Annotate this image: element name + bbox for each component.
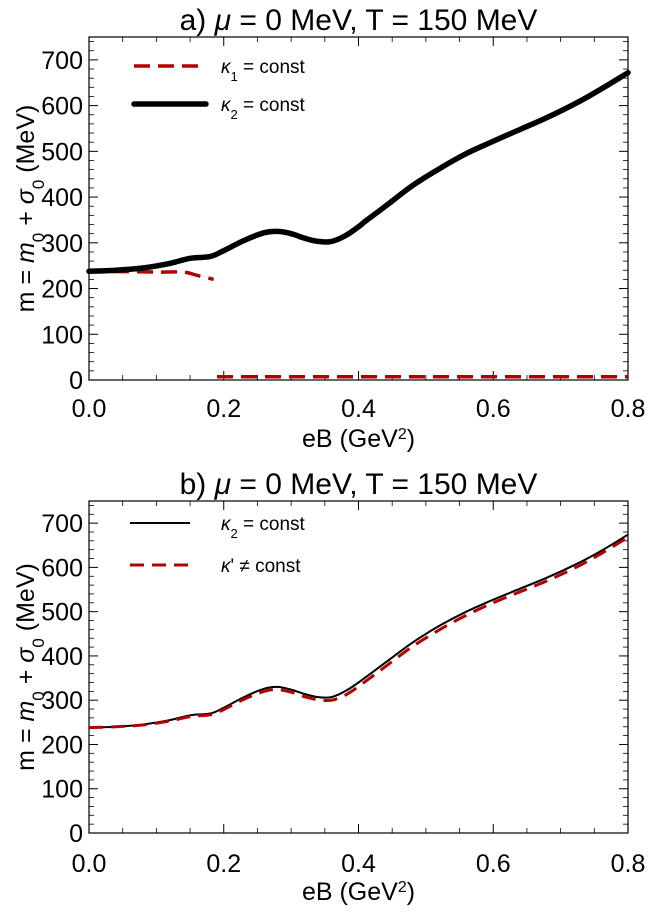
x-tick-label: 0.6 (476, 850, 511, 878)
y-tick-label: 600 (41, 93, 83, 121)
legend-kappa: κ (221, 57, 232, 78)
y-tick-label: 500 (41, 138, 83, 166)
y-tick-label: 400 (41, 643, 83, 671)
title-rest: = 0 MeV, T = 150 MeV (231, 4, 537, 37)
y-axis-label: m = m0 + σ0 (MeV) (12, 563, 48, 771)
x-label-close: ) (407, 878, 415, 906)
y-label-unit: (MeV) (12, 105, 40, 180)
x-tick-label: 0.8 (611, 850, 646, 878)
y-tick-label: 300 (41, 687, 83, 715)
plot-frame (88, 36, 629, 381)
title-mu: μ (214, 468, 231, 501)
y-label-prefix: m = (12, 263, 40, 312)
x-label-close: ) (407, 425, 415, 453)
title-prefix: b) (180, 468, 215, 501)
x-label-main: eB (GeV (302, 878, 398, 906)
x-tick-label: 0.4 (341, 850, 376, 878)
series-line-2 (88, 536, 629, 730)
y-label-plus: + (12, 204, 40, 233)
y-label-sigma: σ (12, 647, 40, 663)
y-tick-label: 700 (41, 510, 83, 538)
y-label-sigma: σ (12, 188, 40, 204)
y-tick-label: 400 (41, 184, 83, 212)
legend-label-1: κ2 = const (221, 514, 306, 541)
legend-label-1: κ1 = const (221, 57, 306, 84)
y-label-sub: 0 (29, 691, 48, 700)
x-tick-label: 0.0 (72, 850, 107, 878)
x-tick-label: 0.2 (206, 850, 241, 878)
series-line-1 (88, 533, 629, 729)
legend-kappa: κ (221, 95, 232, 116)
y-tick-label: 600 (41, 554, 83, 582)
x-label-sup: 2 (398, 879, 407, 896)
y-tick-label: 100 (41, 776, 83, 804)
legend-rest: ' ≠ const (231, 556, 302, 577)
legend-kappa: κ (221, 556, 232, 577)
legend-label-2: κ' ≠ const (221, 556, 301, 577)
title-prefix: a) (180, 4, 215, 37)
x-tick-label: 0.4 (341, 395, 376, 423)
y-tick-label: 0 (69, 367, 83, 395)
y-tick-label: 100 (41, 321, 83, 349)
y-label-sub: 0 (29, 180, 48, 189)
y-tick-label: 0 (69, 820, 83, 848)
legend-sub: 2 (231, 526, 238, 541)
y-axis-label: m = m0 + σ0 (MeV) (12, 105, 48, 313)
x-tick-label: 0.6 (476, 395, 511, 423)
chart-panel-b: 0.0 0.2 0.4 0.6 0.80100200300400500600700b) … (12, 468, 645, 906)
x-tick-label: 0.2 (206, 395, 241, 423)
y-label-plus: + (12, 663, 40, 692)
title-rest: = 0 MeV, T = 150 MeV (231, 468, 537, 501)
y-tick-label: 700 (41, 47, 83, 75)
y-label-m: m (12, 242, 40, 263)
legend-sub: 2 (231, 107, 238, 122)
legend-rest: = const (238, 57, 306, 78)
y-label-sub: 0 (29, 233, 48, 242)
plot-frame (88, 500, 629, 834)
legend-rest: = const (238, 514, 306, 535)
y-tick-label: 200 (41, 731, 83, 759)
legend-sub: 1 (231, 69, 238, 84)
series-line-2 (86, 69, 631, 274)
y-label-unit: (MeV) (12, 563, 40, 638)
x-axis-label: eB (GeV2) (302, 425, 415, 453)
chart-title: b) μ = 0 MeV, T = 150 MeV (180, 468, 538, 501)
legend-kappa: κ (221, 514, 232, 535)
x-axis-label: eB (GeV2) (302, 878, 415, 906)
y-tick-label: 300 (41, 230, 83, 258)
title-mu: μ (214, 4, 231, 37)
legend-label-2: κ2 = const (221, 95, 306, 122)
y-label-sub: 0 (29, 638, 48, 647)
x-label-sup: 2 (398, 426, 407, 443)
legend-rest: = const (238, 95, 306, 116)
y-tick-label: 500 (41, 599, 83, 627)
y-tick-label: 200 (41, 276, 83, 304)
x-tick-label: 0.0 (72, 395, 107, 423)
chart-title: a) μ = 0 MeV, T = 150 MeV (180, 4, 538, 37)
y-label-m: m (12, 701, 40, 722)
y-label-prefix: m = (12, 722, 40, 771)
x-tick-label: 0.8 (611, 395, 646, 423)
chart-panel-a: 0.0 0.2 0.4 0.6 0.80100200300400500600700a) … (12, 4, 645, 453)
x-label-main: eB (GeV (302, 425, 398, 453)
